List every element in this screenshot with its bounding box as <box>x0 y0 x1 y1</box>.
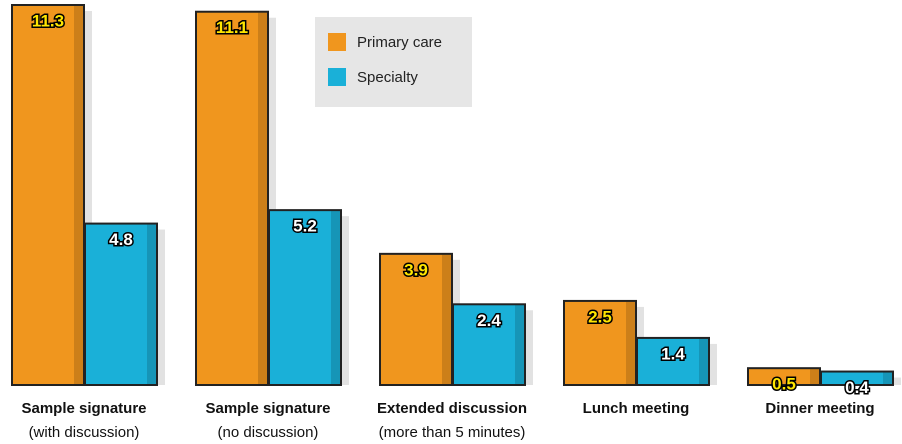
bar <box>195 10 269 386</box>
value-label: 2.4 <box>477 311 501 330</box>
bar-shadow <box>157 229 165 385</box>
bar <box>268 209 342 386</box>
bar-shadow <box>341 216 349 385</box>
bar-shadow <box>84 11 92 385</box>
bar-edge <box>147 224 156 384</box>
legend-label: Specialty <box>357 69 418 86</box>
value-label: 2.5 <box>588 307 612 326</box>
bar <box>379 252 453 386</box>
value-label: 0.5 <box>772 375 796 394</box>
legend-swatch <box>328 68 346 86</box>
value-label: 11.1 <box>216 18 248 37</box>
bar <box>452 303 526 386</box>
x-tick-label: Sample signature <box>21 400 146 417</box>
bar-edge <box>626 301 635 384</box>
legend-swatch <box>328 33 346 51</box>
x-tick-label: Dinner meeting <box>765 400 874 417</box>
bar-shadow <box>709 343 717 385</box>
bar <box>11 4 85 386</box>
value-label: 0.4 <box>845 378 869 397</box>
bar <box>563 299 637 386</box>
bar-edge <box>515 305 524 384</box>
legend-box <box>315 17 472 107</box>
x-tick-label: Extended discussion <box>377 400 527 417</box>
value-label: 4.8 <box>109 230 133 249</box>
value-label: 11.3 <box>32 11 64 30</box>
bar-shadow <box>268 17 276 385</box>
x-tick-note: (with discussion) <box>29 424 140 441</box>
bar-shadow <box>525 310 533 385</box>
bar-edge <box>810 369 819 384</box>
value-label: 5.2 <box>293 217 317 236</box>
bar-edge <box>74 6 83 384</box>
bar <box>84 222 158 386</box>
bar-edge <box>331 211 340 384</box>
x-tick-label: Sample signature <box>205 400 330 417</box>
value-label: 1.4 <box>661 344 685 363</box>
value-label: 3.9 <box>404 260 428 279</box>
legend-label: Primary care <box>357 34 442 51</box>
bar-edge <box>699 338 708 384</box>
bar <box>636 336 710 386</box>
x-tick-note: (no discussion) <box>218 424 319 441</box>
bar-edge <box>883 372 892 384</box>
x-tick-label: Lunch meeting <box>583 400 690 417</box>
x-tick-note: (more than 5 minutes) <box>379 424 526 441</box>
bar <box>820 370 894 387</box>
bar-shadow <box>893 377 901 385</box>
bar-edge <box>442 254 451 384</box>
bar-edge <box>258 12 267 384</box>
